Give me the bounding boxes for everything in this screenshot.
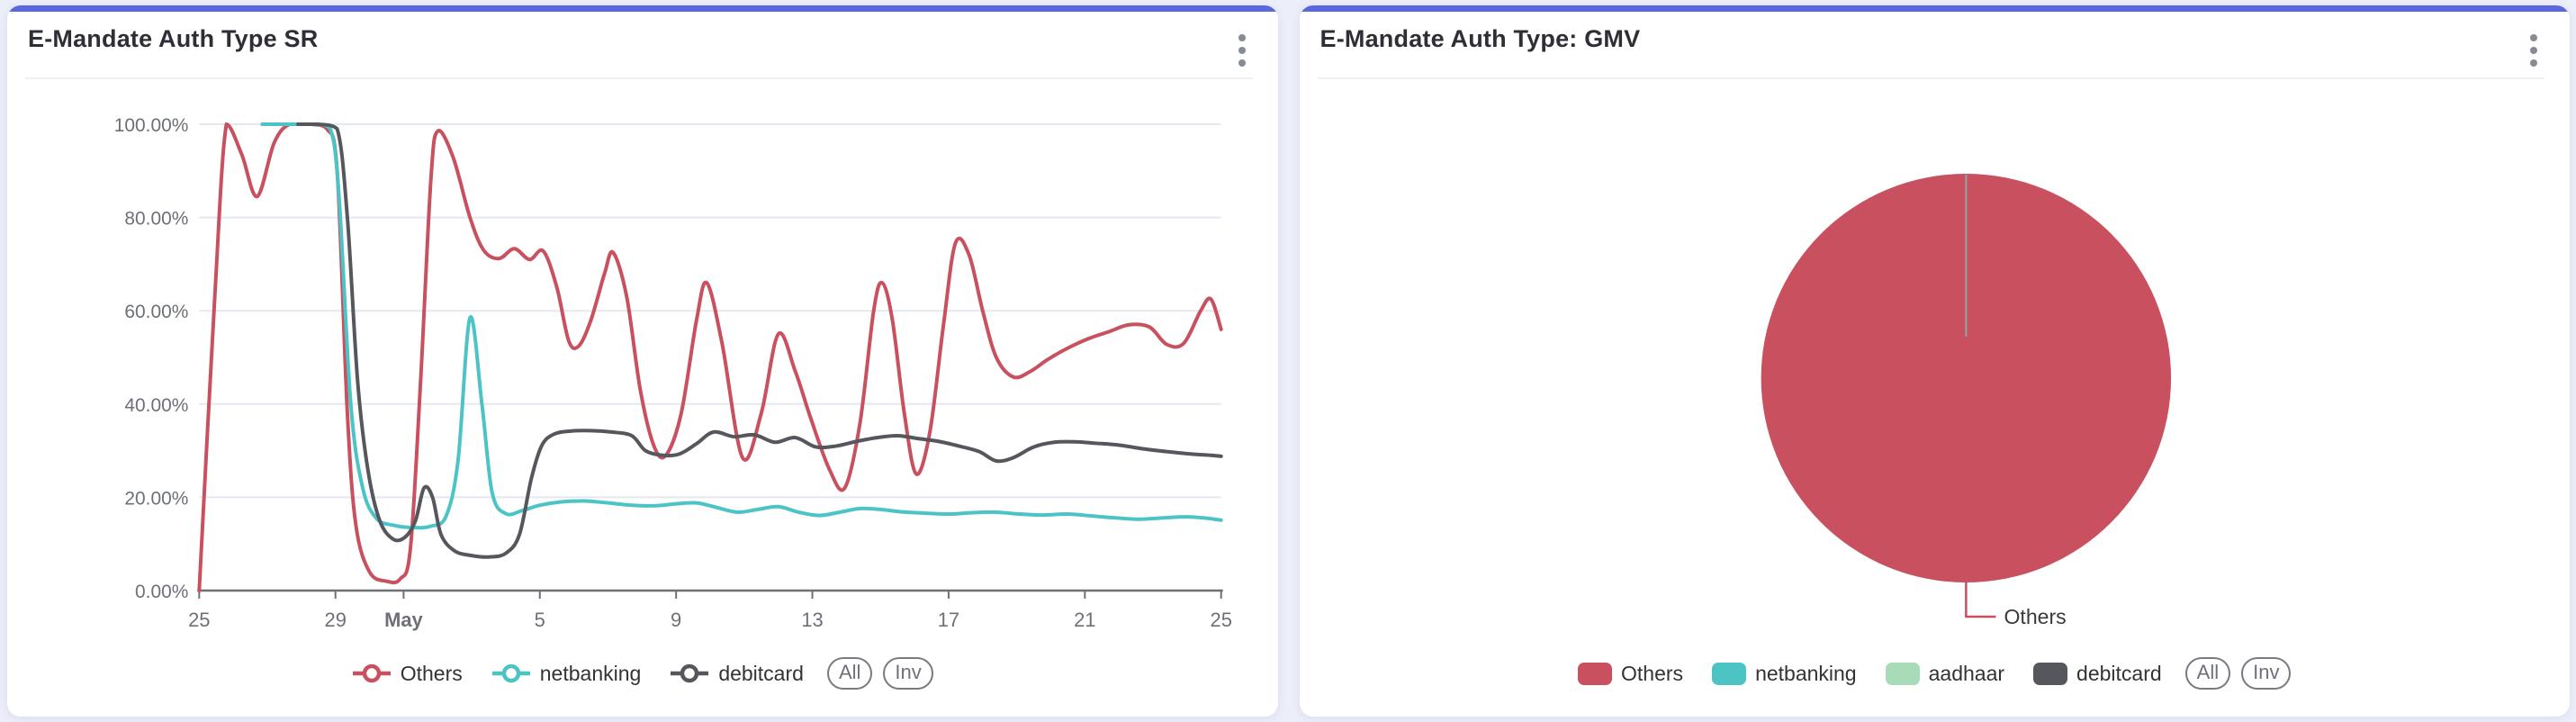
card-accent-bar (1299, 5, 2570, 12)
legend-label: aadhaar (1928, 661, 2005, 685)
legend-swatch-icon (2033, 662, 2068, 685)
sr-line-chart-svg: 25 29 May 5 9 13 17 21 250.00%20.00%40.00%60.00%… (114, 115, 1232, 631)
legend-label: Others (400, 661, 463, 685)
legend-item-aadhaar[interactable]: aadhaar (1885, 661, 2005, 686)
title-divider (25, 77, 1253, 79)
sr-line-chart: 25 29 May 5 9 13 17 21 25 0.00% 20.00% 40.00% 60.00%… (7, 5, 1278, 717)
card-accent-bar (7, 5, 1278, 12)
legend-item-netbanking[interactable]: netbanking (491, 661, 642, 686)
legend-swatch-icon (1578, 662, 1613, 685)
legend-swatch-icon (1885, 662, 1920, 685)
y-axis-label: 40.00% (124, 395, 188, 416)
line-series-marker-icon (491, 663, 530, 683)
line-series-marker-icon (671, 663, 709, 683)
legend-label: netbanking (1755, 661, 1857, 685)
pie-slice-others[interactable] (1761, 174, 2171, 582)
page-title-sr: E-Mandate Auth Type SR (28, 25, 319, 52)
legend-swatch-icon (1712, 662, 1747, 685)
x-axis-label: 5 (535, 609, 545, 631)
y-axis-label: 60.00% (124, 302, 188, 322)
x-axis-label: 9 (671, 609, 681, 631)
y-axis-label: 20.00% (124, 488, 188, 509)
sr-chart-card: E-Mandate Auth Type SR 25 29 May 5 9 13 17 21 25… (7, 5, 1278, 717)
y-axis-label: 100.00% (114, 115, 189, 136)
x-axis-label: 25 (1211, 609, 1232, 631)
gmv-pie-chart: Others (1300, 5, 2571, 717)
x-axis-label: 29 (325, 609, 347, 631)
pie-callout-label: Others (2004, 605, 2066, 628)
page-title-gmv: E-Mandate Auth Type: GMV (1320, 25, 1641, 52)
gmv-chart-card: E-Mandate Auth Type: GMV Others Others ne… (1299, 5, 2571, 717)
legend-buttons: All Inv (2184, 657, 2292, 690)
y-axis-label: 0.00% (135, 582, 188, 602)
gmv-pie-chart-svg: Others (1761, 174, 2171, 628)
legend-item-debitcard[interactable]: debitcard (670, 662, 804, 686)
series-line-debitcard (296, 122, 1223, 559)
legend-label: debitcard (718, 661, 804, 685)
legend-label: Others (1621, 661, 1684, 685)
inv-button[interactable]: Inv (883, 657, 933, 690)
pie-label-leader-line (1964, 582, 1995, 618)
legend-item-Others[interactable]: Others (352, 662, 463, 686)
legend-buttons: All Inv (826, 657, 933, 690)
title-divider (1317, 77, 2544, 79)
x-axis-label: 13 (801, 609, 823, 631)
x-axis-label: 21 (1074, 609, 1095, 631)
all-button[interactable]: All (2184, 657, 2231, 690)
x-axis-label: 25 (188, 609, 210, 631)
inv-button[interactable]: Inv (2241, 657, 2292, 690)
legend-label: debitcard (2076, 661, 2162, 685)
sr-chart-legend: Others netbanking debitcard All Inv (7, 657, 1278, 690)
series-line-Others (197, 122, 1223, 592)
x-axis-label: May (384, 609, 423, 631)
legend-item-debitcard[interactable]: debitcard (2033, 662, 2162, 686)
all-button[interactable]: All (826, 657, 873, 690)
x-axis-label: 17 (938, 609, 959, 631)
legend-label: netbanking (539, 661, 642, 685)
kebab-menu-icon[interactable] (1235, 31, 1249, 70)
kebab-menu-icon[interactable] (2526, 31, 2541, 70)
series-line-netbanking (260, 122, 1223, 530)
line-series-marker-icon (352, 663, 391, 683)
legend-item-Others[interactable]: Others (1578, 662, 1683, 686)
legend-item-netbanking[interactable]: netbanking (1712, 662, 1857, 686)
gmv-chart-legend: Others netbanking aadhaar debitcard All Inv (1300, 657, 2571, 690)
y-axis-label: 80.00% (124, 209, 188, 230)
